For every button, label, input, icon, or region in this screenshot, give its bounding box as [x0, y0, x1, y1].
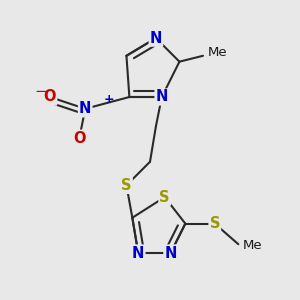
Text: Me: Me	[207, 46, 227, 59]
Text: +: +	[103, 93, 114, 106]
Text: O: O	[73, 131, 86, 146]
Text: O: O	[44, 89, 56, 104]
Text: N: N	[156, 89, 168, 104]
Text: N: N	[79, 101, 92, 116]
Text: Me: Me	[243, 239, 262, 252]
Text: N: N	[164, 246, 177, 261]
Text: N: N	[150, 31, 162, 46]
Text: S: S	[121, 178, 132, 193]
Text: N: N	[132, 246, 144, 261]
Text: −: −	[35, 84, 47, 99]
Text: S: S	[160, 190, 170, 205]
Text: S: S	[209, 216, 220, 231]
